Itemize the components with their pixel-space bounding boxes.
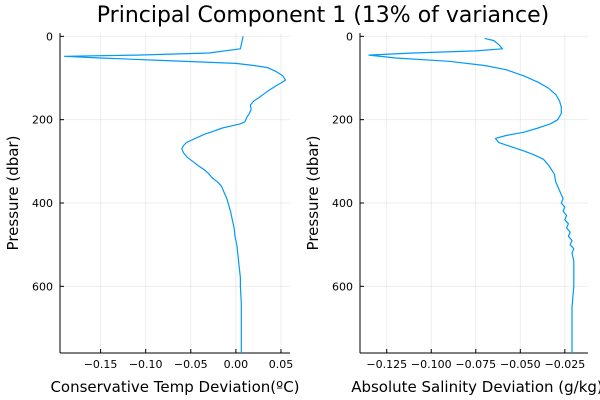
x-tick-label: −0.125 bbox=[366, 358, 407, 371]
x-tick-labels: −0.15 −0.10 −0.05 0.00 0.05 bbox=[84, 358, 294, 371]
y-tick-label: 0 bbox=[346, 30, 353, 43]
x-tick-label: −0.15 bbox=[84, 358, 118, 371]
y-tick-label: 600 bbox=[32, 280, 53, 293]
x-tick-label: −0.025 bbox=[544, 358, 585, 371]
x-tick-label: −0.050 bbox=[500, 358, 541, 371]
x-axis-label: Conservative Temp Deviation(ºC) bbox=[50, 378, 299, 396]
y-tick-labels: 0 200 400 600 bbox=[332, 30, 353, 293]
temperature-panel: −0.15 −0.10 −0.05 0.00 0.05 0 200 400 600 Conse… bbox=[4, 30, 300, 396]
y-axis-label: Pressure (dbar) bbox=[4, 136, 22, 251]
y-axis-label: Pressure (dbar) bbox=[304, 136, 322, 251]
x-tick-label: 0.05 bbox=[269, 358, 294, 371]
x-tick-label: −0.10 bbox=[129, 358, 163, 371]
y-tick-label: 400 bbox=[32, 197, 53, 210]
salinity-panel: −0.125 −0.100 −0.075 −0.050 −0.025 0 200 400 60… bbox=[304, 30, 600, 396]
y-tick-marks bbox=[60, 35, 64, 287]
x-tick-label: 0.00 bbox=[224, 358, 249, 371]
x-tick-marks bbox=[100, 349, 282, 353]
grid bbox=[60, 33, 290, 353]
y-tick-marks bbox=[360, 35, 364, 287]
salinity-series-line bbox=[368, 37, 575, 353]
x-tick-labels: −0.125 −0.100 −0.075 −0.050 −0.025 bbox=[366, 358, 585, 371]
y-tick-labels: 0 200 400 600 bbox=[32, 30, 53, 293]
y-tick-label: 200 bbox=[32, 114, 53, 127]
x-tick-label: −0.100 bbox=[411, 358, 452, 371]
x-tick-label: −0.05 bbox=[174, 358, 208, 371]
y-tick-label: 400 bbox=[332, 197, 353, 210]
y-tick-label: 0 bbox=[46, 30, 53, 43]
x-tick-label: −0.075 bbox=[455, 358, 496, 371]
grid bbox=[360, 33, 588, 353]
figure-title: Principal Component 1 (13% of variance) bbox=[97, 3, 549, 28]
x-tick-marks bbox=[386, 349, 566, 353]
x-axis-label: Absolute Salinity Deviation (g/kg) bbox=[351, 378, 600, 396]
y-tick-label: 200 bbox=[332, 114, 353, 127]
y-tick-label: 600 bbox=[332, 280, 353, 293]
temperature-series-line bbox=[63, 36, 287, 353]
